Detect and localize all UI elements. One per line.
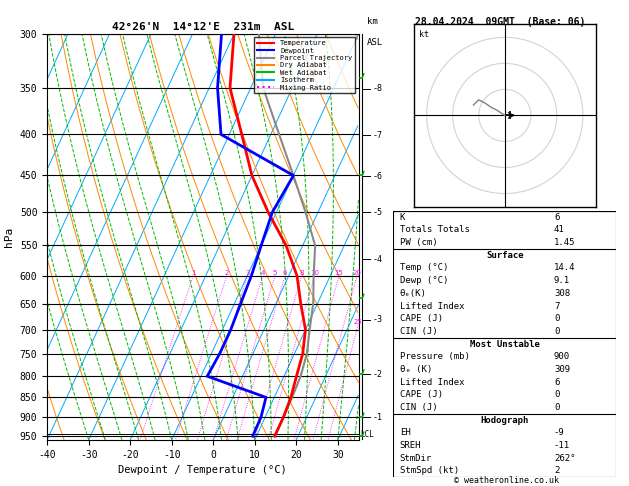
Legend: Temperature, Dewpoint, Parcel Trajectory, Dry Adiabat, Wet Adiabat, Isotherm, Mi: Temperature, Dewpoint, Parcel Trajectory…	[254, 37, 355, 93]
Text: © weatheronline.co.uk: © weatheronline.co.uk	[454, 475, 559, 485]
Text: 5: 5	[273, 270, 277, 276]
Text: 900: 900	[554, 352, 570, 361]
Text: -7: -7	[372, 131, 382, 140]
Text: 4: 4	[260, 270, 265, 276]
Text: 0: 0	[554, 314, 559, 323]
Text: 20: 20	[352, 270, 362, 276]
Text: θₑ (K): θₑ (K)	[400, 365, 432, 374]
Text: Temp (°C): Temp (°C)	[400, 263, 448, 273]
Text: -11: -11	[554, 441, 570, 450]
Text: K: K	[400, 213, 405, 222]
Text: CIN (J): CIN (J)	[400, 327, 437, 336]
Text: 41: 41	[554, 226, 565, 234]
Text: Pressure (mb): Pressure (mb)	[400, 352, 470, 361]
Text: 7: 7	[554, 301, 559, 311]
Text: kt: kt	[419, 30, 429, 39]
Text: 6: 6	[554, 213, 559, 222]
Text: SREH: SREH	[400, 441, 421, 450]
Text: 25: 25	[353, 319, 362, 325]
Text: 14.4: 14.4	[554, 263, 576, 273]
Text: Surface: Surface	[486, 251, 523, 260]
Text: 0: 0	[554, 390, 559, 399]
Text: 10: 10	[310, 270, 319, 276]
Text: 2: 2	[225, 270, 229, 276]
Text: -5: -5	[372, 208, 382, 217]
Text: km: km	[367, 17, 377, 26]
Text: Totals Totals: Totals Totals	[400, 226, 470, 234]
Text: 1: 1	[191, 270, 195, 276]
Title: 42°26'N  14°12'E  231m  ASL: 42°26'N 14°12'E 231m ASL	[112, 22, 294, 32]
Y-axis label: hPa: hPa	[4, 227, 14, 247]
Text: -3: -3	[372, 315, 382, 324]
Text: 8: 8	[299, 270, 304, 276]
Text: Most Unstable: Most Unstable	[470, 340, 540, 348]
Text: EH: EH	[400, 428, 411, 437]
Text: LCL: LCL	[360, 430, 374, 439]
Text: -2: -2	[372, 369, 382, 379]
Text: -4: -4	[372, 255, 382, 264]
Text: CIN (J): CIN (J)	[400, 403, 437, 412]
Text: ASL: ASL	[367, 38, 383, 47]
X-axis label: Dewpoint / Temperature (°C): Dewpoint / Temperature (°C)	[118, 465, 287, 475]
Text: -9: -9	[554, 428, 565, 437]
Text: Lifted Index: Lifted Index	[400, 301, 464, 311]
Text: 6: 6	[283, 270, 287, 276]
Text: 3: 3	[245, 270, 250, 276]
Text: StmDir: StmDir	[400, 454, 432, 463]
Text: 1.45: 1.45	[554, 238, 576, 247]
Text: 309: 309	[554, 365, 570, 374]
Text: 28.04.2024  09GMT  (Base: 06): 28.04.2024 09GMT (Base: 06)	[415, 17, 585, 27]
Text: CAPE (J): CAPE (J)	[400, 390, 443, 399]
Text: 9.1: 9.1	[554, 276, 570, 285]
Text: StmSpd (kt): StmSpd (kt)	[400, 467, 459, 475]
Text: Dewp (°C): Dewp (°C)	[400, 276, 448, 285]
Text: 0: 0	[554, 403, 559, 412]
Text: Lifted Index: Lifted Index	[400, 378, 464, 387]
Text: 308: 308	[554, 289, 570, 298]
Text: -6: -6	[372, 172, 382, 181]
Text: Hodograph: Hodograph	[481, 416, 529, 425]
Text: PW (cm): PW (cm)	[400, 238, 437, 247]
Text: 0: 0	[554, 327, 559, 336]
Text: 6: 6	[554, 378, 559, 387]
Text: θₑ(K): θₑ(K)	[400, 289, 426, 298]
Text: CAPE (J): CAPE (J)	[400, 314, 443, 323]
Text: 262°: 262°	[554, 454, 576, 463]
Text: -1: -1	[372, 413, 382, 422]
Text: 15: 15	[335, 270, 343, 276]
Text: -8: -8	[372, 84, 382, 93]
Text: 2: 2	[554, 467, 559, 475]
